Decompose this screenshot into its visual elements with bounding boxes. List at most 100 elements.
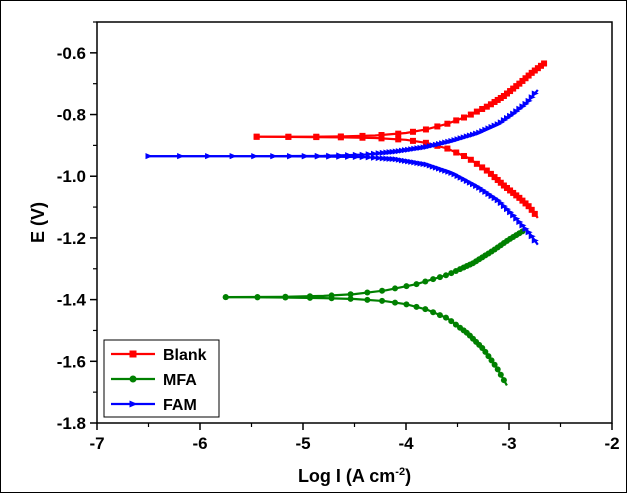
mfa-point (430, 309, 437, 316)
fam-point (516, 219, 524, 226)
series-fam (145, 89, 539, 246)
fam-point (525, 97, 533, 104)
blank-point (395, 136, 402, 143)
blank-point (510, 189, 517, 196)
fam-point (371, 154, 379, 161)
fam-point (522, 225, 530, 232)
blank-point (337, 133, 344, 140)
fam-point (522, 100, 530, 107)
mfa-point (422, 278, 429, 285)
legend-blank-label: Blank (163, 347, 207, 364)
fam-point (379, 155, 387, 162)
blank-point (467, 111, 474, 118)
fam-point (497, 200, 505, 207)
mfa-point (436, 312, 443, 319)
mfa-point (403, 301, 410, 308)
mfa-point (442, 272, 449, 279)
blank-point (525, 203, 532, 210)
mfa-point (448, 318, 455, 325)
blank-point (395, 130, 402, 137)
blank-point (513, 192, 520, 199)
fam-point (379, 149, 387, 156)
fam-point (205, 153, 213, 160)
x-axis-title-suffix: ) (405, 466, 411, 486)
legend-fam-marker (129, 400, 138, 408)
mfa-point (497, 371, 504, 378)
blank-point (507, 187, 514, 194)
mfa-point (347, 295, 354, 302)
mfa-point (436, 274, 443, 281)
blank-point (409, 128, 416, 135)
blank-point (494, 176, 501, 183)
series-blank (253, 60, 548, 219)
mfa-point (379, 287, 386, 294)
mfa-point (482, 348, 489, 355)
blank-point (378, 135, 385, 142)
blank-point (500, 92, 507, 99)
fam-point (345, 152, 353, 159)
fam-point (287, 153, 295, 160)
fam-point (507, 209, 515, 216)
blank-point (461, 114, 468, 121)
blank-point (479, 164, 486, 171)
blank-point (253, 133, 260, 140)
fam-point (270, 153, 278, 160)
blank-point (444, 120, 451, 127)
blank-point (531, 67, 538, 74)
blank-point (503, 90, 510, 97)
fam-point (500, 203, 508, 210)
fam-point (251, 153, 259, 160)
y-tick-label: -1.8 (57, 414, 86, 433)
blank-point (453, 117, 460, 124)
blank-point (491, 98, 498, 105)
blank-point (516, 194, 523, 201)
series-mfa (222, 228, 526, 386)
blank-point (507, 88, 514, 95)
legend-blank-marker (129, 350, 137, 358)
mfa-anodic-line (225, 229, 526, 299)
blank-point (522, 75, 529, 82)
y-axis-title: E (V) (28, 202, 48, 243)
x-tick-label: -6 (192, 434, 207, 453)
blank-point (516, 80, 523, 87)
mfa-point (364, 296, 371, 303)
fam-point (510, 212, 518, 219)
blank-point (422, 126, 429, 133)
fam-point (528, 94, 536, 101)
blank-point (497, 94, 504, 101)
blank-point (491, 174, 498, 181)
blank-point (487, 101, 494, 108)
mfa-point (222, 294, 229, 301)
blank-point (409, 137, 416, 144)
mfa-point (364, 289, 371, 296)
x-axis-title: Log I (A cm-2) (298, 466, 411, 486)
mfa-point (254, 293, 261, 300)
mfa-point (413, 281, 420, 288)
y-tick-label: -0.6 (57, 44, 86, 63)
fam-anodic-line (148, 89, 539, 158)
mfa-point (306, 293, 313, 300)
fam-point (365, 151, 373, 158)
blank-point (461, 153, 468, 160)
x-tick-label: -3 (501, 434, 516, 453)
fam-point (314, 152, 322, 159)
blank-point (531, 210, 538, 217)
mfa-cathodic-line (225, 296, 508, 386)
fam-point (229, 153, 237, 160)
blank-point (487, 170, 494, 177)
mfa-point (392, 285, 399, 292)
fam-point (513, 215, 521, 222)
fam-point (531, 237, 539, 244)
fam-point (145, 153, 153, 160)
blank-point (479, 105, 486, 112)
blank-point (522, 200, 529, 207)
mfa-point (422, 306, 429, 313)
blank-point (537, 62, 544, 69)
legend-mfa-marker (129, 375, 137, 383)
blank-point (434, 123, 441, 130)
y-tick-label: -0.8 (57, 106, 86, 125)
legend-mfa-label: MFA (163, 372, 197, 389)
fam-point (375, 150, 383, 157)
fam-point (359, 151, 367, 158)
